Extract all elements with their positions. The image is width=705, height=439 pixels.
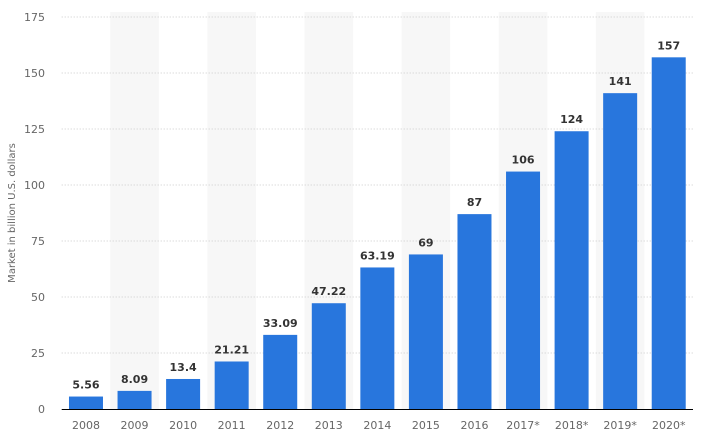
x-tick-label: 2019* — [603, 419, 637, 432]
bar — [166, 378, 201, 409]
bar — [311, 303, 346, 409]
data-label: 13.4 — [170, 361, 197, 374]
bar — [214, 361, 249, 409]
x-tick-label: 2017* — [506, 419, 540, 432]
bar — [263, 334, 298, 409]
y-tick-label: 25 — [31, 347, 45, 360]
x-tick-label: 2011 — [218, 419, 246, 432]
y-tick-label: 100 — [24, 179, 45, 192]
x-tick-label: 2009 — [121, 419, 149, 432]
y-tick-label: 75 — [31, 235, 45, 248]
data-label: 63.19 — [360, 249, 395, 262]
data-label: 124 — [560, 113, 583, 126]
y-tick-label: 0 — [38, 403, 45, 416]
x-tick-label: 2016 — [460, 419, 488, 432]
column-band — [110, 12, 159, 409]
data-label: 157 — [657, 39, 680, 52]
y-tick-label: 175 — [24, 11, 45, 24]
x-tick-label: 2020* — [652, 419, 686, 432]
x-tick-label: 2014 — [363, 419, 391, 432]
x-tick-label: 2008 — [72, 419, 100, 432]
bar — [554, 131, 589, 410]
bar — [408, 254, 443, 409]
data-label: 47.22 — [311, 285, 346, 298]
data-label: 141 — [609, 75, 632, 88]
x-tick-label: 2018* — [555, 419, 589, 432]
x-tick-label: 2015 — [412, 419, 440, 432]
y-tick-label: 150 — [24, 67, 45, 80]
x-tick-label: 2012 — [266, 419, 294, 432]
y-axis-label: Market in billion U.S. dollars — [7, 143, 18, 283]
bar — [117, 390, 152, 409]
bar — [603, 93, 638, 409]
column-band — [207, 12, 256, 409]
data-label: 87 — [467, 196, 482, 209]
bar — [68, 396, 103, 409]
data-label: 8.09 — [121, 373, 148, 386]
y-tick-label: 125 — [24, 123, 45, 136]
data-label: 33.09 — [263, 317, 298, 330]
y-tick-label: 50 — [31, 291, 45, 304]
data-label: 5.56 — [72, 379, 99, 392]
x-tick-label: 2013 — [315, 419, 343, 432]
x-tick-label: 2010 — [169, 419, 197, 432]
bar — [651, 57, 686, 409]
data-label: 21.21 — [214, 343, 249, 356]
data-label: 106 — [512, 154, 535, 167]
bar — [360, 267, 395, 409]
bar — [506, 171, 541, 409]
bar — [457, 214, 492, 409]
data-label: 69 — [418, 236, 433, 249]
